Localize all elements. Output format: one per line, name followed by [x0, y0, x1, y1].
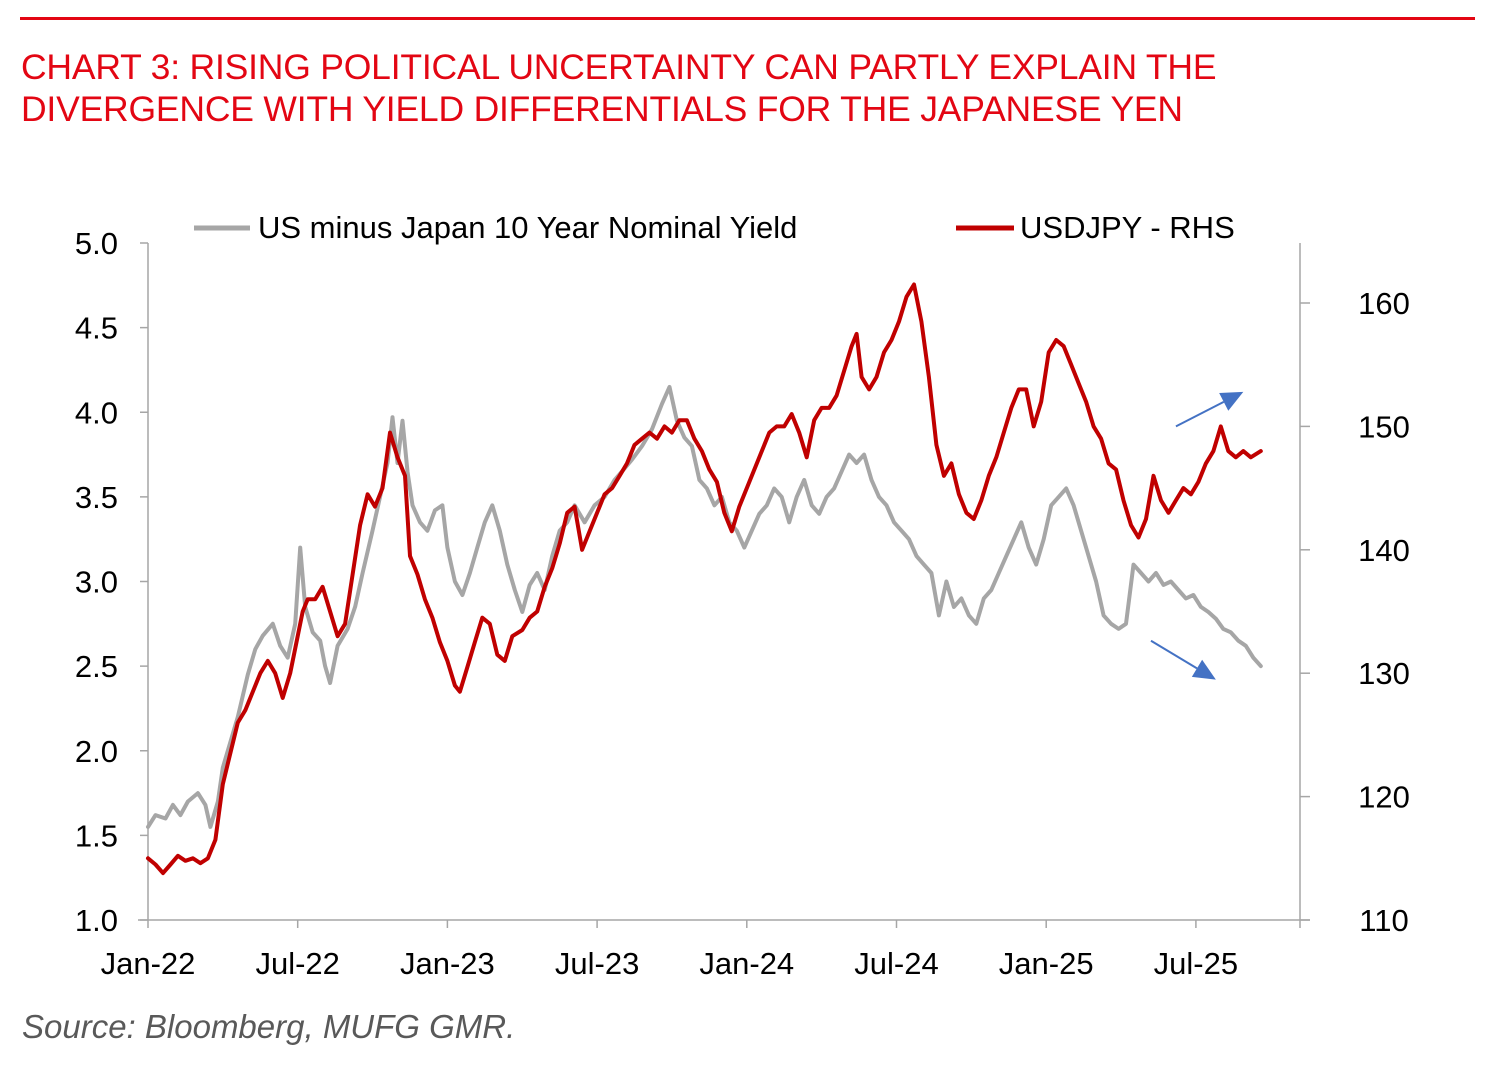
left-axis-tick-label: 4.0: [75, 395, 118, 430]
annotation-arrow-head: [1219, 391, 1244, 411]
x-axis-tick-label: Jan-22: [101, 946, 196, 981]
x-axis-tick-label: Jan-25: [999, 946, 1094, 981]
title-line-2: DIVERGENCE WITH YIELD DIFFERENTIALS FOR …: [21, 89, 1183, 129]
x-axis-tick-label: Jul-23: [555, 946, 639, 981]
left-axis-tick-label: 3.0: [75, 565, 118, 600]
left-axis-tick-label: 1.5: [75, 818, 118, 853]
right-axis-tick-label: 130: [1358, 656, 1410, 691]
left-axis-tick-label: 1.0: [75, 903, 118, 938]
series-line-yield-differential: [146, 384, 1263, 829]
legend-label-usdjpy: USDJPY - RHS: [1020, 210, 1235, 245]
right-axis-tick-label: 140: [1358, 533, 1410, 568]
x-axis-tick-label: Jul-22: [255, 946, 339, 981]
source-note: Source: Bloomberg, MUFG GMR.: [22, 1008, 516, 1045]
right-axis-tick-label: 160: [1358, 286, 1410, 321]
annotation-arrow-shaft: [1150, 639, 1198, 670]
right-axis-tick-label: 120: [1358, 780, 1410, 815]
left-axis-tick-label: 4.5: [75, 311, 118, 346]
right-axis-tick-label: 150: [1358, 409, 1410, 444]
annotation-layer: [1150, 391, 1244, 680]
chart-title: CHART 3: RISING POLITICAL UNCERTAINTY CA…: [21, 46, 1461, 130]
series-layer: [146, 282, 1263, 876]
x-axis-tick-label: Jan-23: [400, 946, 495, 981]
left-axis-tick-label: 5.0: [75, 226, 118, 261]
right-axis-tick-label: 110: [1359, 903, 1408, 938]
x-axis-tick-label: Jul-24: [854, 946, 938, 981]
legend-label-yield: US minus Japan 10 Year Nominal Yield: [258, 210, 797, 245]
title-line-1: CHART 3: RISING POLITICAL UNCERTAINTY CA…: [21, 47, 1217, 87]
left-axis-tick-label: 2.5: [75, 649, 118, 684]
axes: 1.0 1.5 2.0 2.5 3.0 3.5 4.0 4.5 5.0 110 120 130 140 1…: [75, 226, 1410, 981]
x-axis-tick-label: Jul-25: [1154, 946, 1238, 981]
left-axis-tick-label: 2.0: [75, 734, 118, 769]
annotation-arrow-head: [1191, 659, 1216, 680]
x-axis-tick-label: Jan-24: [699, 946, 794, 981]
series-line-usdjpy: [146, 282, 1263, 876]
legend: US minus Japan 10 Year Nominal Yield USD…: [194, 210, 1235, 245]
annotation-arrow-shaft: [1175, 400, 1225, 428]
left-axis-tick-label: 3.5: [75, 480, 118, 515]
top-rule: [20, 17, 1475, 20]
